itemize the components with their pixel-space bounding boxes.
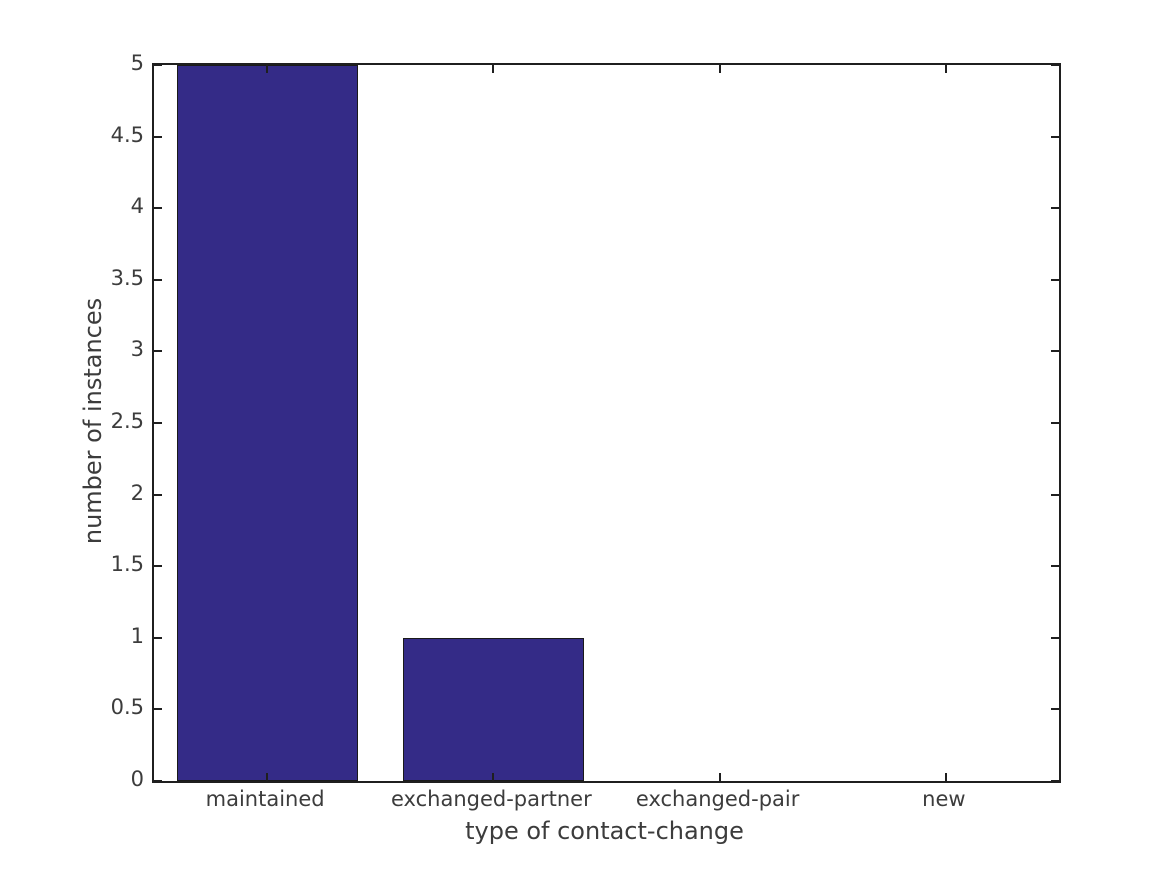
x-tick-bottom (492, 773, 495, 781)
y-tick-right (1051, 708, 1059, 711)
x-tick-bottom (944, 773, 947, 781)
x-tick-bottom (718, 773, 721, 781)
y-tick-left (154, 422, 162, 424)
y-tick-label: 1.5 (110, 552, 144, 577)
y-tick-label: 1 (130, 623, 144, 648)
x-tick-label-maintained: maintained (205, 787, 325, 811)
y-tick-right (1051, 636, 1059, 639)
y-tick-left (154, 64, 162, 66)
bar-maintained (176, 65, 358, 781)
y-tick-left (154, 350, 162, 353)
plot-area (152, 63, 1061, 783)
y-tick-label: 5 (130, 51, 144, 75)
x-tick-top (718, 65, 721, 73)
y-tick-left (154, 278, 162, 281)
y-tick-left (154, 636, 162, 639)
x-tick-label-exchanged-partner: exchanged-partner (391, 787, 592, 811)
y-tick-right (1051, 207, 1059, 210)
y-axis-label: number of instances (79, 297, 107, 545)
y-tick-label: 0.5 (110, 695, 144, 720)
x-tick-label-exchanged-pair: exchanged-pair (635, 787, 800, 811)
y-tick-label: 3.5 (110, 265, 144, 290)
y-tick-right (1051, 565, 1059, 568)
y-tick-label: 4.5 (110, 122, 144, 147)
y-tick-right (1051, 493, 1059, 496)
y-tick-right (1051, 780, 1059, 782)
y-tick-right (1051, 278, 1059, 281)
bars-container (154, 65, 1059, 781)
x-tick-top (266, 65, 269, 73)
axis-ticks-container (154, 64, 1059, 782)
x-tick-label-new: new (922, 787, 966, 811)
y-tick-left (154, 135, 162, 138)
y-tick-right (1051, 135, 1059, 138)
y-tick-label: 4 (130, 194, 144, 219)
bar-exchanged-partner (402, 637, 584, 781)
y-tick-right (1051, 422, 1059, 424)
x-tick-top (492, 65, 495, 73)
y-tick-left (154, 207, 162, 210)
y-tick-label: 3 (130, 337, 144, 362)
x-axis-label: type of contact-change (465, 817, 744, 845)
y-tick-label: 0 (130, 767, 144, 791)
y-tick-right (1051, 64, 1059, 66)
y-tick-label: 2 (130, 480, 144, 505)
y-tick-left (154, 565, 162, 568)
y-tick-label: 2.5 (110, 409, 144, 433)
y-tick-left (154, 493, 162, 496)
y-tick-left (154, 708, 162, 711)
y-tick-right (1051, 350, 1059, 353)
x-tick-bottom (266, 773, 269, 781)
y-tick-left (154, 780, 162, 782)
x-tick-top (944, 65, 947, 73)
